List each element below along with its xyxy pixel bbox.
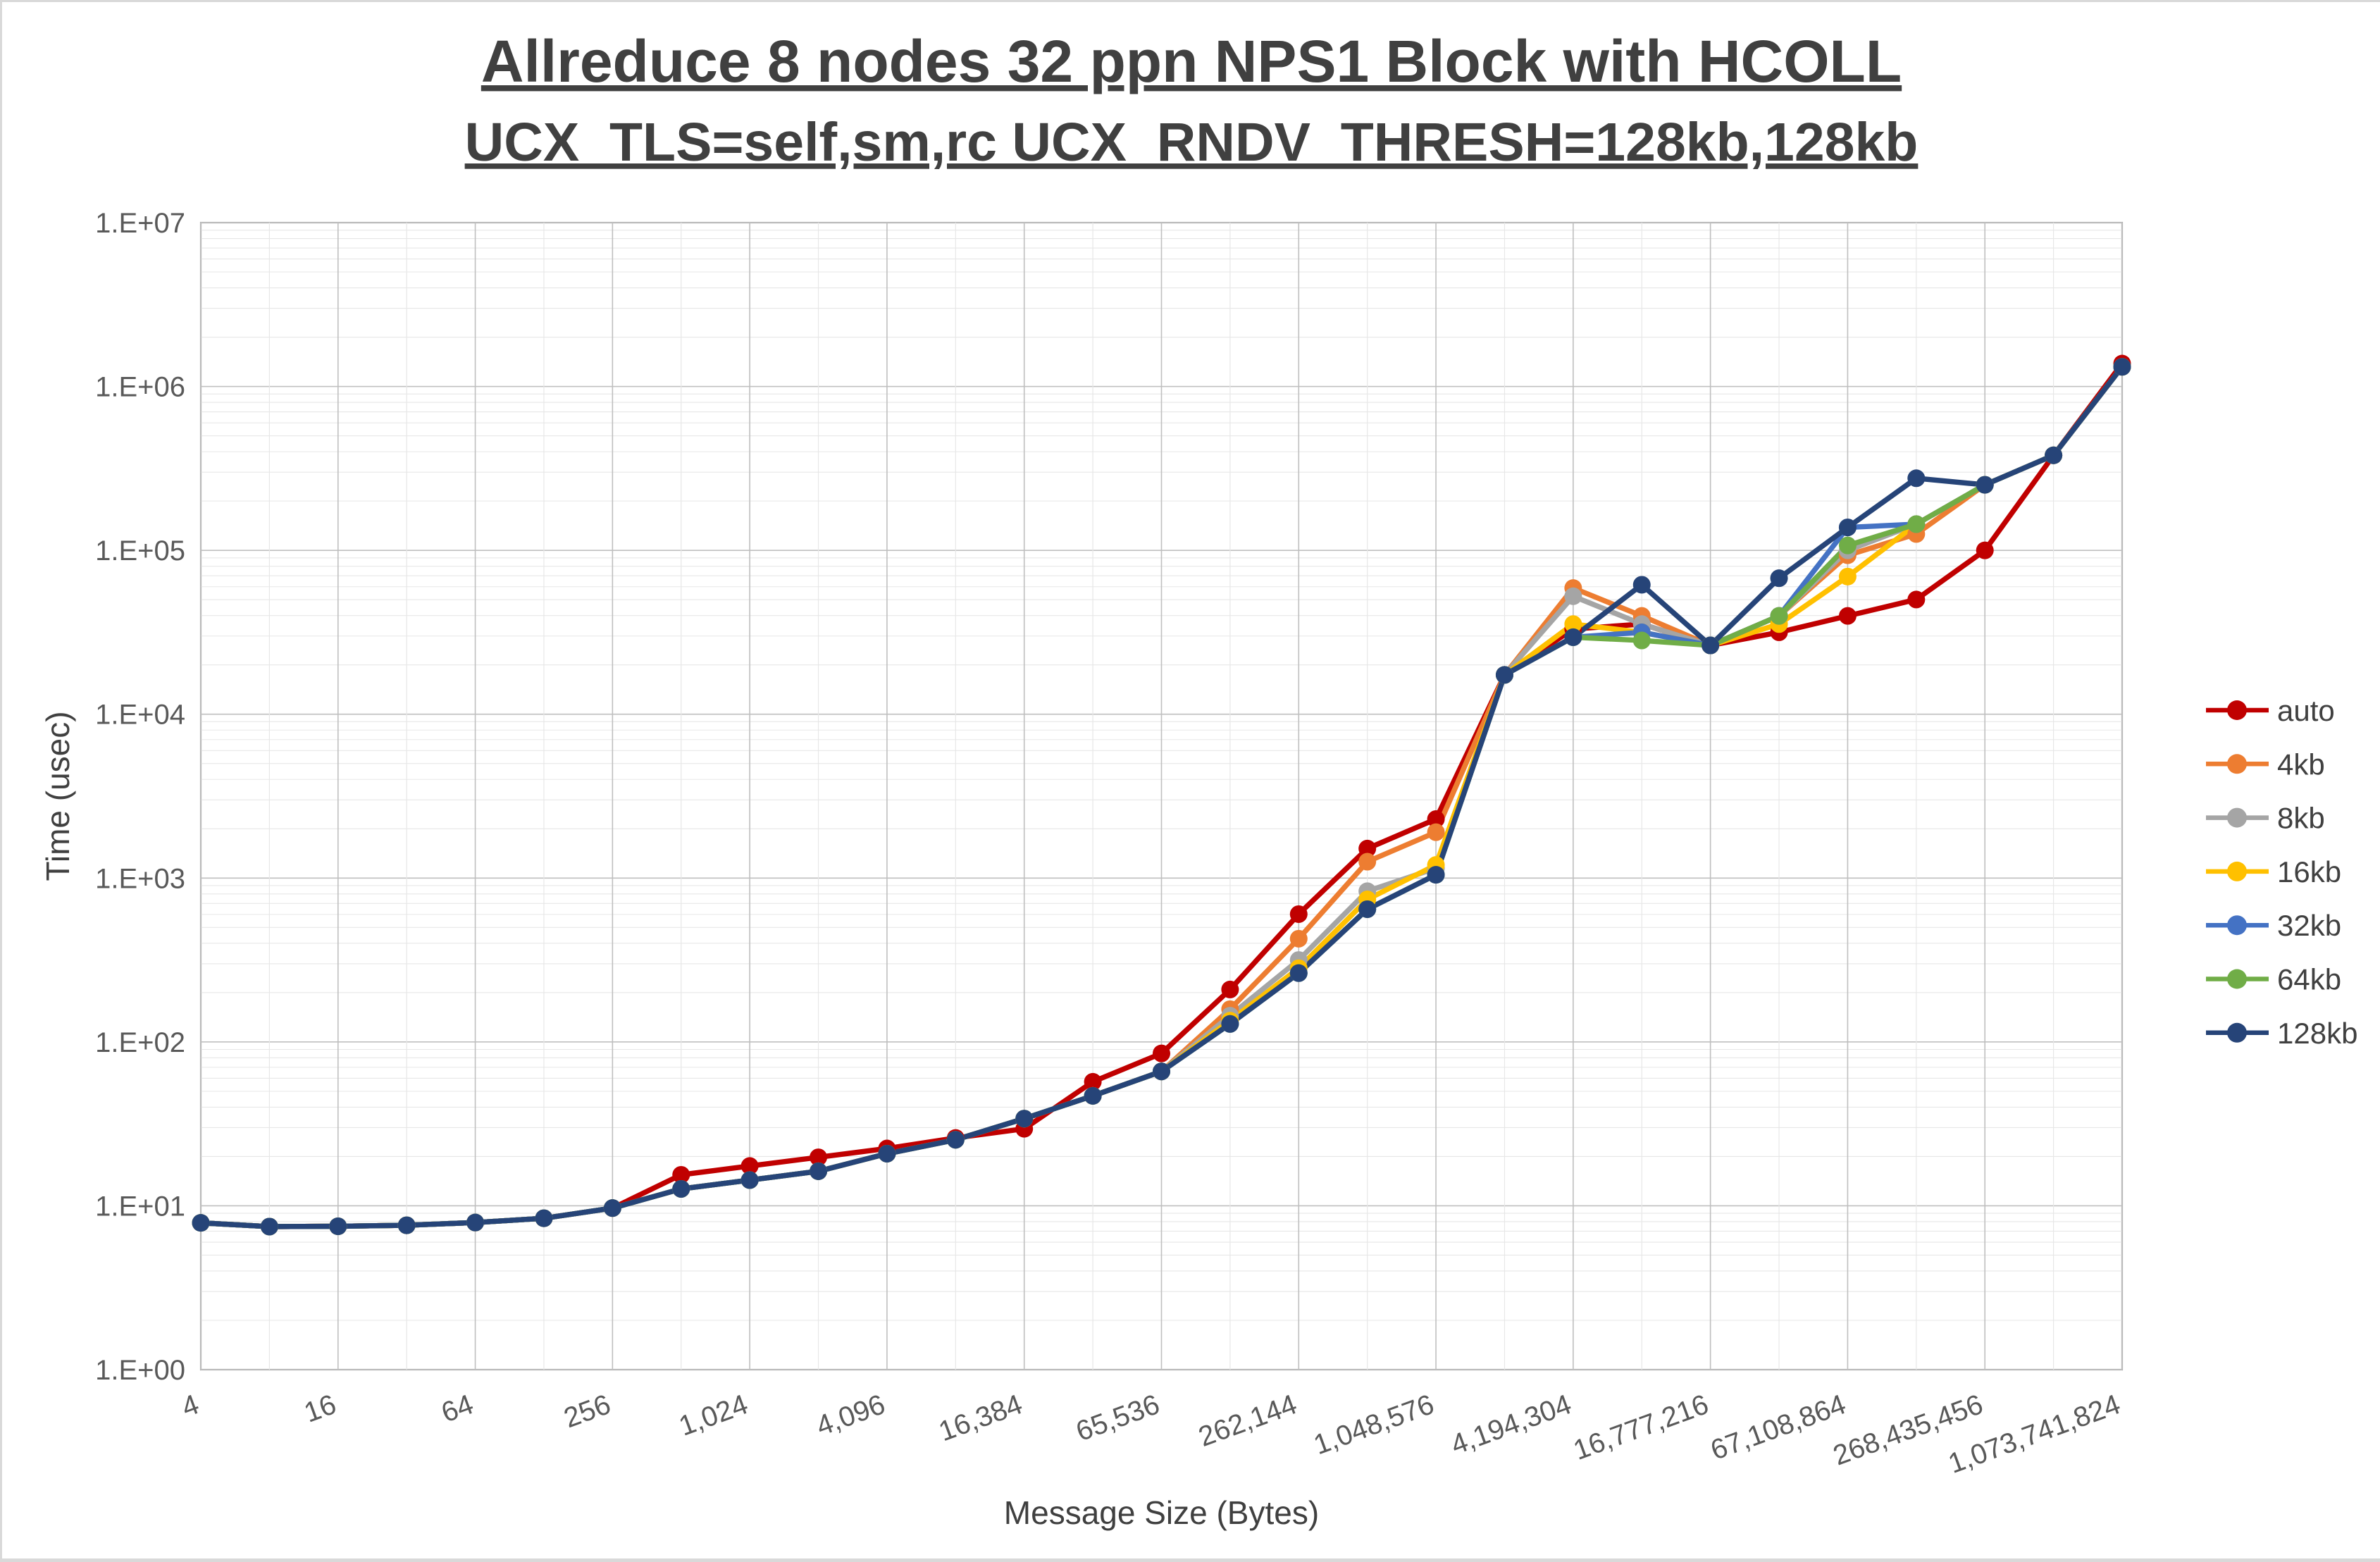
- svg-text:1.E+02: 1.E+02: [95, 1027, 185, 1058]
- svg-text:128kb: 128kb: [2277, 1017, 2357, 1050]
- svg-text:auto: auto: [2277, 694, 2335, 727]
- svg-text:1.E+07: 1.E+07: [95, 208, 185, 239]
- svg-text:1.E+01: 1.E+01: [95, 1191, 185, 1222]
- svg-text:1.E+00: 1.E+00: [95, 1355, 185, 1386]
- svg-text:1.E+04: 1.E+04: [95, 700, 185, 731]
- svg-text:Message Size (Bytes): Message Size (Bytes): [1004, 1494, 1319, 1531]
- svg-text:16kb: 16kb: [2277, 855, 2341, 888]
- svg-text:32kb: 32kb: [2277, 909, 2341, 942]
- svg-text:64kb: 64kb: [2277, 963, 2341, 996]
- svg-text:1.E+03: 1.E+03: [95, 863, 185, 894]
- svg-text:1.E+06: 1.E+06: [95, 372, 185, 403]
- svg-text:Allreduce 8 nodes 32 ppn NPS1: Allreduce 8 nodes 32 ppn NPS1 Block with…: [481, 28, 1902, 94]
- svg-text:1.E+05: 1.E+05: [95, 535, 185, 566]
- svg-text:8kb: 8kb: [2277, 802, 2325, 835]
- svg-text:4kb: 4kb: [2277, 748, 2325, 781]
- svg-text:UCX_TLS=self,sm,rc UCX_RNDV_TH: UCX_TLS=self,sm,rc UCX_RNDV_THRESH=128kb…: [465, 112, 1919, 173]
- svg-text:Time (usec): Time (usec): [39, 711, 76, 881]
